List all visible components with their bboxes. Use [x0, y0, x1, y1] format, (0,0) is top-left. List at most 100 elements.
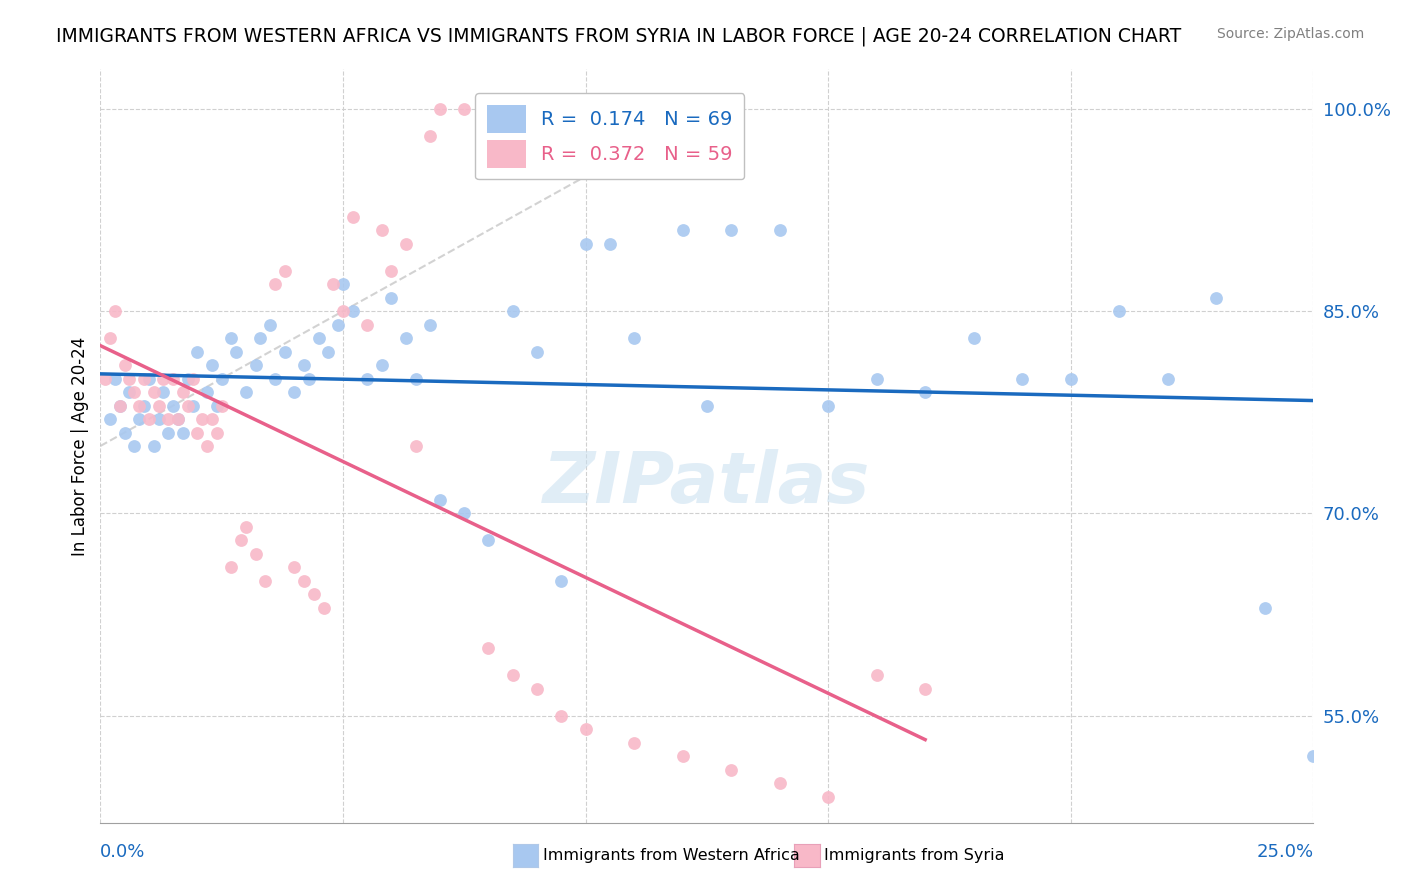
- Point: [98, 331, 121, 345]
- Point: [380, 264, 402, 278]
- Point: [623, 736, 645, 750]
- Point: [419, 318, 441, 332]
- Point: [94, 371, 117, 385]
- Point: [118, 385, 141, 400]
- Point: [172, 425, 194, 440]
- Point: [235, 385, 257, 400]
- Point: [195, 385, 218, 400]
- Point: [274, 264, 297, 278]
- Point: [274, 344, 297, 359]
- Text: 0.0%: 0.0%: [100, 843, 146, 861]
- Point: [332, 277, 354, 292]
- Point: [429, 492, 451, 507]
- Point: [138, 371, 160, 385]
- Text: Source: ZipAtlas.com: Source: ZipAtlas.com: [1216, 27, 1364, 41]
- Point: [395, 236, 418, 251]
- Point: [477, 533, 499, 548]
- Point: [118, 371, 141, 385]
- Point: [245, 358, 267, 372]
- Point: [371, 223, 394, 237]
- Point: [181, 371, 204, 385]
- Point: [768, 776, 790, 790]
- Point: [526, 344, 548, 359]
- Point: [914, 385, 936, 400]
- Point: [157, 425, 180, 440]
- Point: [249, 331, 271, 345]
- Point: [108, 399, 131, 413]
- Point: [162, 371, 184, 385]
- Point: [720, 223, 742, 237]
- Point: [221, 560, 243, 574]
- Point: [205, 399, 228, 413]
- Point: [245, 547, 267, 561]
- Point: [356, 318, 378, 332]
- Point: [259, 318, 281, 332]
- Point: [132, 371, 155, 385]
- Point: [108, 399, 131, 413]
- Point: [167, 412, 190, 426]
- Text: Immigrants from Western Africa: Immigrants from Western Africa: [543, 848, 800, 863]
- Point: [671, 223, 693, 237]
- Point: [152, 371, 174, 385]
- Point: [671, 749, 693, 764]
- Point: [419, 128, 441, 143]
- Point: [225, 344, 247, 359]
- Point: [1011, 371, 1033, 385]
- Point: [371, 358, 394, 372]
- Point: [1254, 600, 1277, 615]
- Point: [229, 533, 252, 548]
- Point: [176, 399, 198, 413]
- Point: [114, 425, 136, 440]
- Point: [429, 102, 451, 116]
- Point: [1302, 749, 1324, 764]
- Legend: R =  0.174   N = 69, R =  0.372   N = 59: R = 0.174 N = 69, R = 0.372 N = 59: [475, 94, 744, 179]
- Point: [176, 371, 198, 385]
- Point: [162, 399, 184, 413]
- Point: [405, 371, 427, 385]
- Point: [104, 304, 127, 318]
- Point: [254, 574, 277, 588]
- Point: [342, 304, 364, 318]
- Point: [195, 439, 218, 453]
- Point: [292, 574, 315, 588]
- Point: [395, 331, 418, 345]
- Point: [114, 358, 136, 372]
- Point: [124, 439, 146, 453]
- Point: [138, 412, 160, 426]
- Point: [1157, 371, 1180, 385]
- Point: [264, 277, 287, 292]
- Point: [298, 371, 321, 385]
- Point: [104, 371, 127, 385]
- Point: [264, 371, 287, 385]
- Point: [865, 668, 887, 682]
- Point: [283, 385, 305, 400]
- Point: [201, 358, 224, 372]
- Point: [1108, 304, 1130, 318]
- Point: [124, 385, 146, 400]
- Point: [550, 708, 572, 723]
- Point: [332, 304, 354, 318]
- Point: [768, 223, 790, 237]
- Point: [720, 763, 742, 777]
- Point: [1060, 371, 1083, 385]
- Point: [326, 318, 349, 332]
- Point: [1205, 291, 1227, 305]
- Point: [142, 439, 165, 453]
- Text: Immigrants from Syria: Immigrants from Syria: [824, 848, 1004, 863]
- Point: [477, 641, 499, 656]
- Point: [817, 789, 839, 804]
- Point: [963, 331, 986, 345]
- Point: [186, 425, 208, 440]
- Point: [221, 331, 243, 345]
- Y-axis label: In Labor Force | Age 20-24: In Labor Force | Age 20-24: [72, 336, 89, 556]
- Point: [574, 722, 596, 736]
- Point: [98, 412, 121, 426]
- Point: [342, 210, 364, 224]
- Point: [167, 412, 190, 426]
- Point: [550, 574, 572, 588]
- Point: [283, 560, 305, 574]
- Point: [502, 668, 524, 682]
- Point: [696, 399, 718, 413]
- Point: [405, 439, 427, 453]
- Point: [574, 236, 596, 251]
